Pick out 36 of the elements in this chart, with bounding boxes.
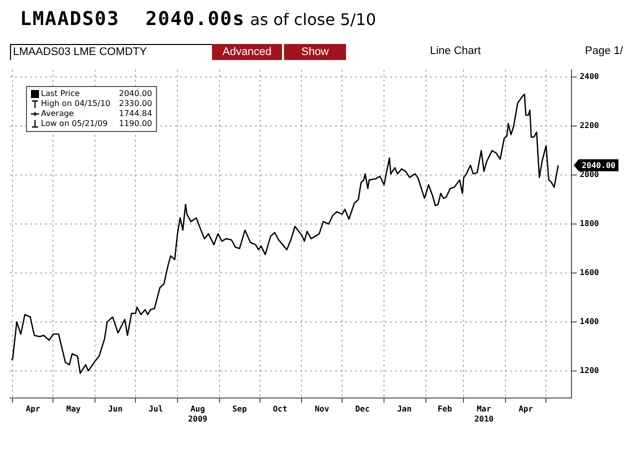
x-tick-label: Nov xyxy=(314,404,330,414)
text: Line Chart xyxy=(430,45,481,57)
x-tick-label: Sep xyxy=(232,404,247,414)
text: Show xyxy=(284,44,346,60)
y-tick-label: 1200 xyxy=(580,366,600,375)
y-tick-label: 1400 xyxy=(580,317,600,326)
text: Advanced xyxy=(212,44,282,60)
legend-label: Last Price xyxy=(41,89,80,99)
y-tick-label: 2200 xyxy=(580,121,600,130)
annotation: 2330.00 xyxy=(119,99,152,109)
x-tick-label: Apr xyxy=(518,404,534,414)
text: Page 1/ xyxy=(585,45,623,57)
annotation: 2040.00 xyxy=(582,160,616,170)
y-tick-label: 2000 xyxy=(580,170,600,180)
x-tick-label: Apr xyxy=(26,404,40,414)
text: LMAADS03 LME COMDTY xyxy=(10,44,213,60)
annotation: 1744.84 xyxy=(119,109,152,119)
annotation: Low on 05/21/09 xyxy=(41,119,108,129)
annotation: Average xyxy=(41,109,74,119)
y-tick-label: 2400 xyxy=(580,72,600,82)
x-tick-label: Oct xyxy=(272,404,288,414)
x-tick-label: May xyxy=(66,404,81,414)
annotation: 2040.00 xyxy=(119,89,152,99)
x-tick-label: Feb xyxy=(438,404,452,414)
x-tick-label: Jan xyxy=(397,404,412,414)
annotation: High on 04/15/10 xyxy=(41,99,110,109)
chart-title: LMAADS03 xyxy=(20,8,120,30)
x-tick-label: Mar 2010 xyxy=(474,404,494,424)
chart-subtitle: 2040.00s as of close 5/10 xyxy=(146,8,376,30)
annotation: 1190.00 xyxy=(119,119,152,129)
x-tick-label: Dec xyxy=(355,404,370,414)
y-tick-label: 1800 xyxy=(580,219,600,228)
y-tick-label: 1600 xyxy=(580,268,600,278)
x-tick-label: Jul xyxy=(148,404,164,414)
x-tick-label: Aug 2009 xyxy=(188,404,208,424)
x-tick-label: Jun xyxy=(108,404,123,414)
